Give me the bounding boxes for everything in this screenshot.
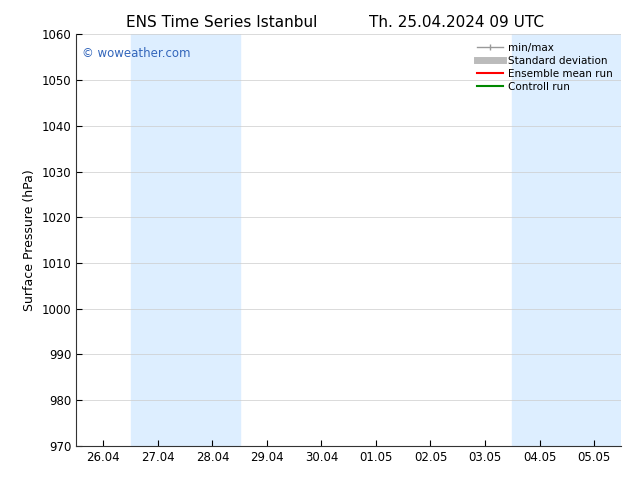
Bar	[512, 34, 621, 446]
Legend: min/max, Standard deviation, Ensemble mean run, Controll run: min/max, Standard deviation, Ensemble me…	[474, 40, 616, 95]
Text: ENS Time Series Istanbul: ENS Time Series Istanbul	[126, 15, 318, 30]
Text: © woweather.com: © woweather.com	[82, 47, 190, 60]
Bar	[131, 34, 240, 446]
Y-axis label: Surface Pressure (hPa): Surface Pressure (hPa)	[23, 169, 36, 311]
Text: Th. 25.04.2024 09 UTC: Th. 25.04.2024 09 UTC	[369, 15, 544, 30]
